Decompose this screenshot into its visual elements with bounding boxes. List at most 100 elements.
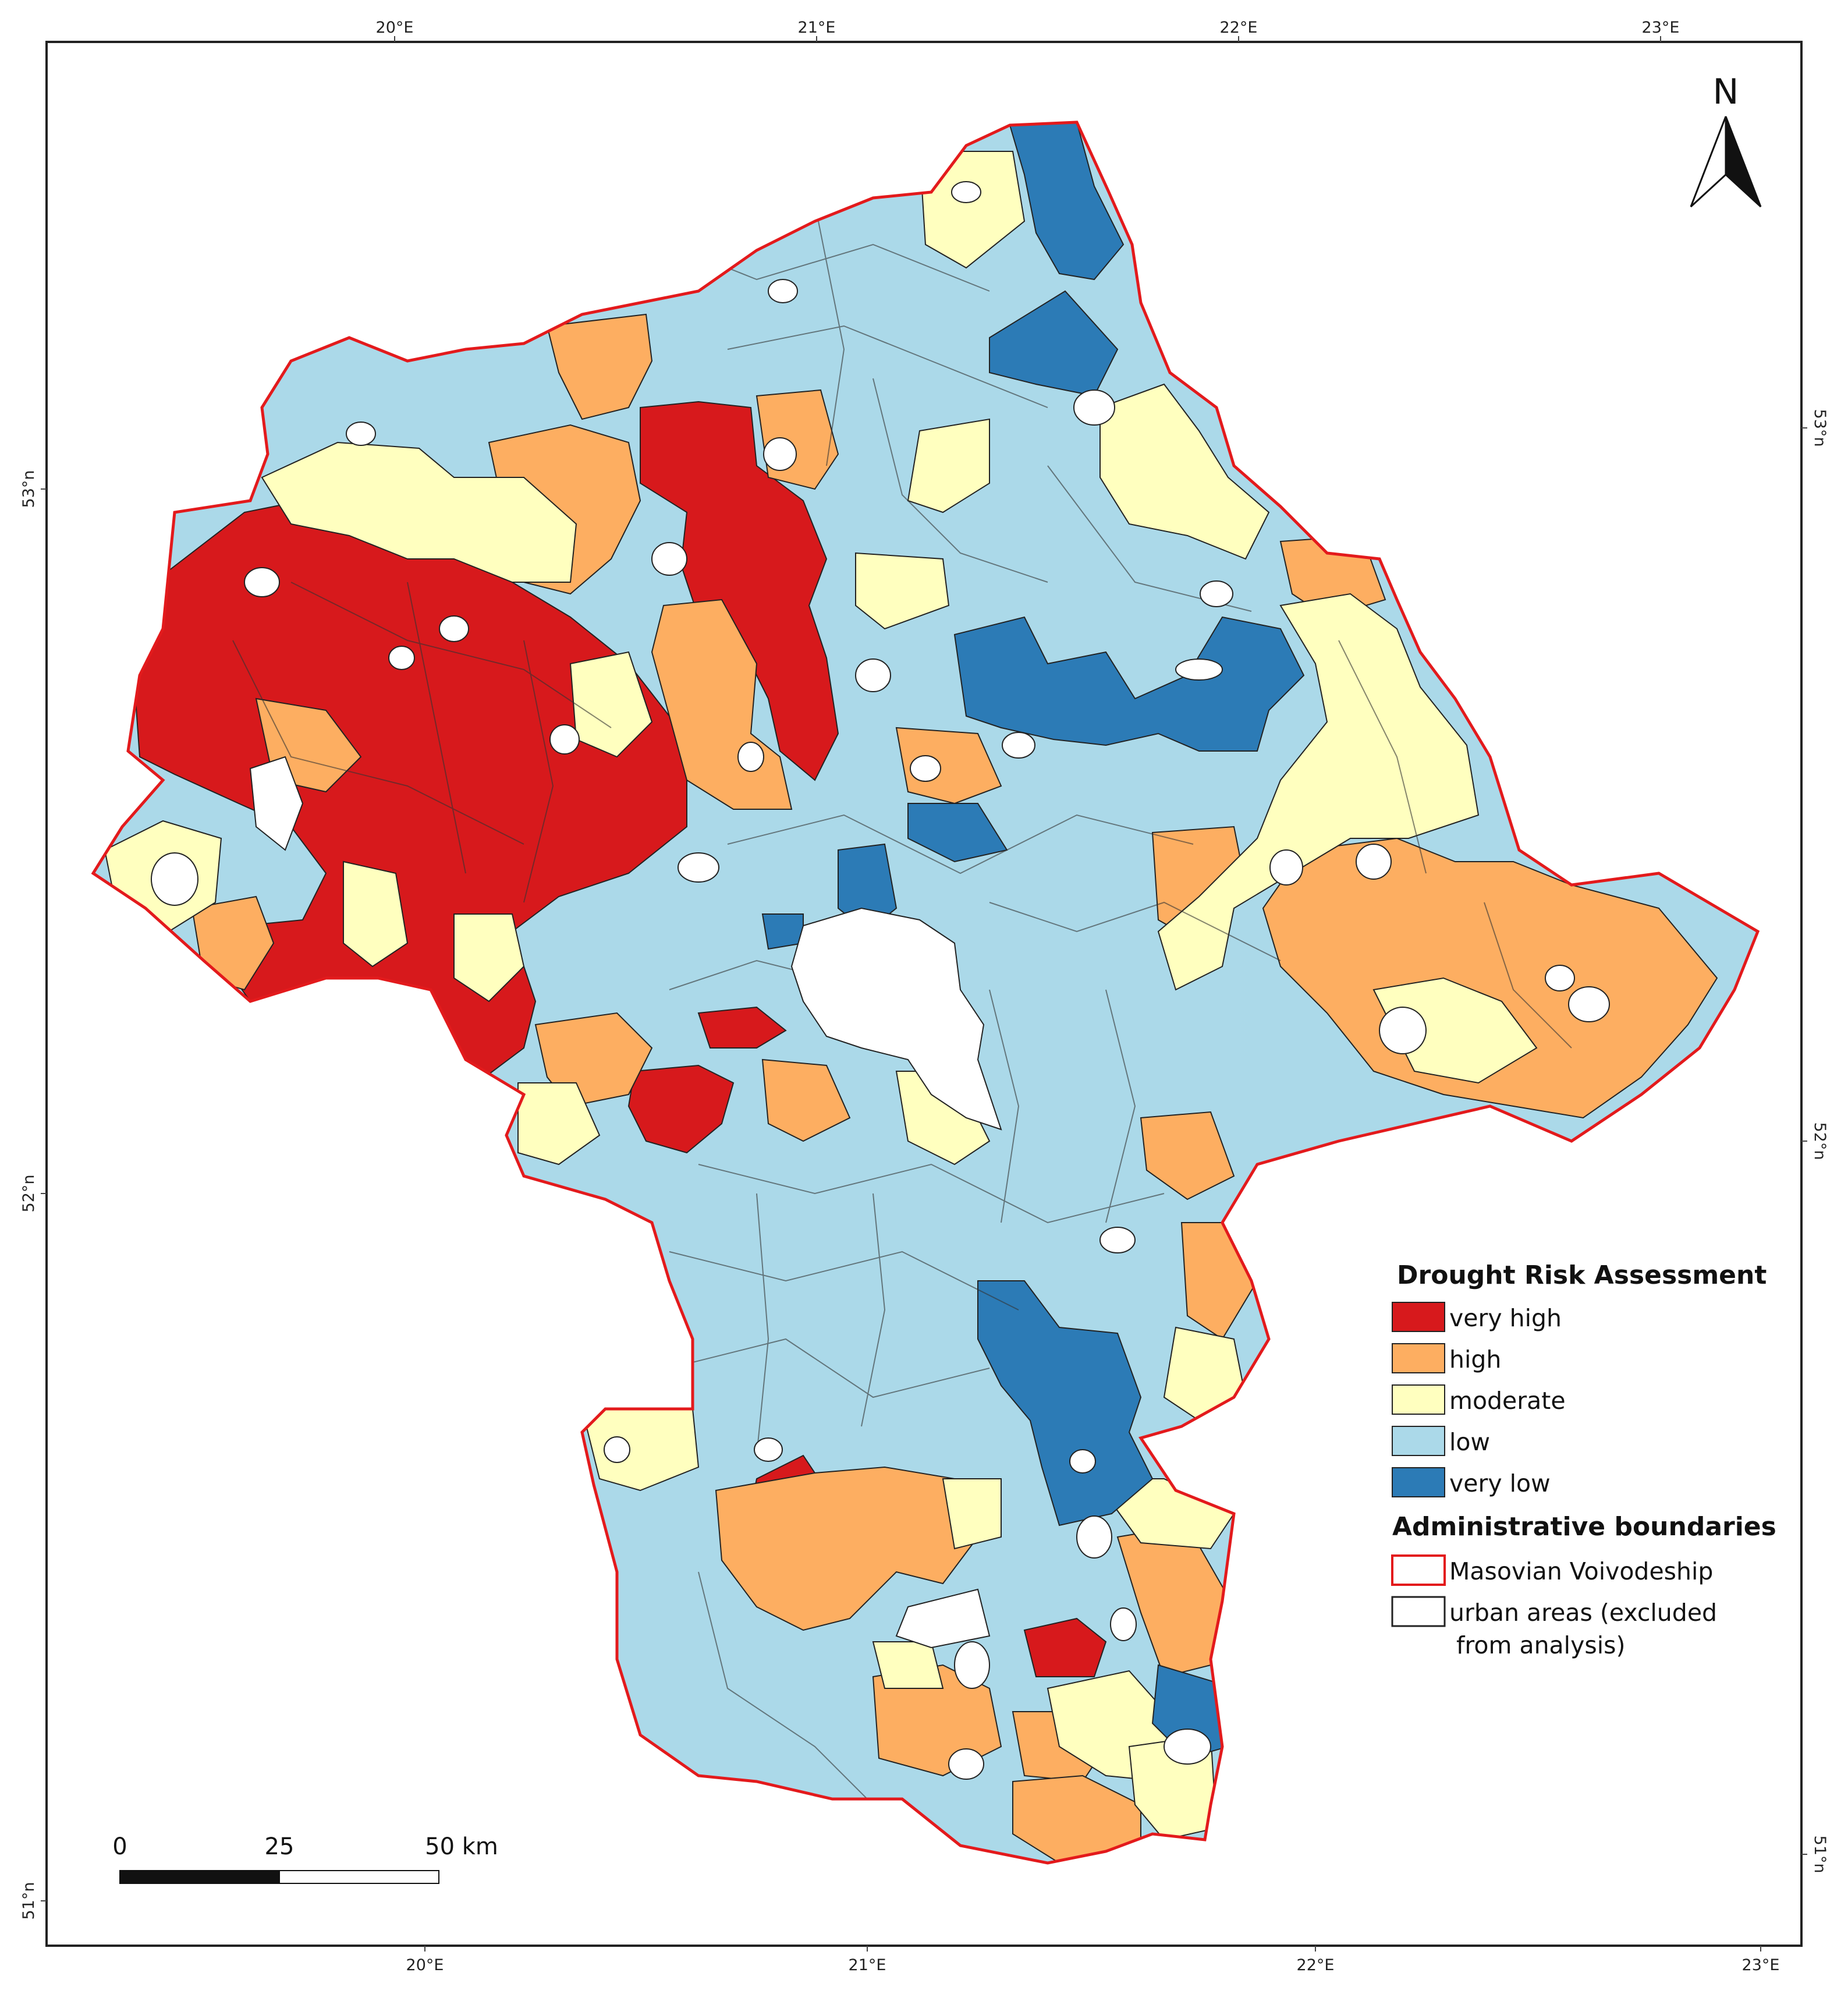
urban-area: [754, 1437, 783, 1462]
legend-swatch: [1391, 1596, 1446, 1627]
moderate-region: [872, 1641, 944, 1689]
urban-area: [1069, 1449, 1096, 1474]
urban-area: [346, 422, 376, 446]
urban-area: [651, 542, 687, 576]
urban-area: [1002, 732, 1035, 759]
legend-label: very low: [1449, 1469, 1551, 1497]
urban-areas: [151, 181, 1610, 1863]
moderate-region: [907, 418, 990, 513]
legend-item: high: [1392, 1343, 1501, 1373]
north-arrow-label: N: [1713, 72, 1739, 112]
top-lon-tick: 21°E: [798, 19, 836, 37]
legend-label: high: [1449, 1345, 1501, 1373]
moderate-region: [918, 151, 1026, 269]
bottom-lon-tick: 20°E: [406, 1956, 444, 1974]
scale-label: 0: [112, 1833, 127, 1860]
urban-area: [1175, 658, 1223, 681]
moderate-region-east: [1157, 593, 1480, 991]
high-region-south: [715, 1466, 979, 1631]
moderate-region: [517, 1082, 601, 1166]
left-lat-tick: 52°n: [20, 1175, 38, 1213]
urban-area: [1076, 1515, 1112, 1559]
left-lat-tick: 51°n: [20, 1882, 38, 1920]
legend-item: Masovian Voivodeship: [1391, 1554, 1713, 1586]
right-lat-tick: 51°n: [1811, 1836, 1829, 1873]
legend-swatch: [1392, 1343, 1445, 1373]
urban-area: [895, 1588, 991, 1649]
high-region: [761, 1058, 851, 1142]
north-arrow-icon: [1725, 116, 1762, 208]
top-lon-tick: 23°E: [1642, 19, 1680, 37]
moderate-region: [855, 552, 950, 630]
moderate-region-northeast: [1099, 383, 1270, 560]
bottom-lon-tick: 21°E: [849, 1956, 886, 1974]
very-low-region-central: [953, 616, 1305, 752]
municipality-grid: [232, 203, 1572, 1805]
urban-area: [244, 567, 280, 597]
moderate-region: [453, 913, 525, 1003]
urban-area: [439, 615, 469, 642]
very-low-region: [761, 913, 804, 950]
voivodeship-boundary: [91, 121, 1760, 1865]
legend-swatch: [1392, 1302, 1445, 1332]
scale-bar-segment: [119, 1870, 280, 1884]
legend-boundaries-title: Administrative boundaries: [1392, 1512, 1776, 1542]
legend-swatch: [1391, 1554, 1446, 1586]
very-low-region-south: [977, 1280, 1154, 1527]
urban-area: [763, 437, 797, 471]
top-lon-tick: 22°E: [1220, 19, 1258, 37]
right-lat-tick: 52°n: [1811, 1122, 1829, 1160]
moderate-region: [261, 441, 577, 583]
scale-label: 25: [265, 1833, 295, 1860]
urban-area: [948, 1748, 984, 1780]
urban-area: [1356, 844, 1392, 880]
high-region-east: [1262, 837, 1718, 1119]
moderate-region: [343, 860, 409, 968]
moderate-region: [1372, 977, 1538, 1084]
very-high-region-center: [697, 1006, 787, 1049]
legend-item: very low: [1392, 1467, 1551, 1497]
bottom-lon-tick: 22°E: [1297, 1956, 1335, 1974]
left-lat-tick: 53°n: [20, 470, 38, 508]
urban-area: [1200, 580, 1233, 607]
urban-area: [249, 756, 304, 851]
legend-item: very high: [1392, 1302, 1562, 1332]
urban-area: [951, 181, 981, 203]
urban-area: [388, 646, 415, 670]
urban-area: [1099, 1227, 1136, 1253]
legend-item: urban areas (excluded from analysis): [1391, 1596, 1717, 1659]
legend-swatch: [1392, 1467, 1445, 1497]
scale-bar: 0 25 50 km: [112, 1833, 498, 1884]
top-lon-tick: 20°E: [376, 19, 414, 37]
urban-area: [1379, 1007, 1427, 1054]
urban-area: [910, 755, 941, 782]
high-region: [1140, 1111, 1235, 1200]
urban-area: [768, 279, 798, 303]
urban-area: [737, 742, 764, 772]
very-low-region-north: [1009, 122, 1125, 281]
urban-area: [855, 658, 891, 692]
legend-label: low: [1449, 1428, 1490, 1456]
very-high-region-south: [627, 1064, 735, 1154]
moderate-region: [942, 1478, 1002, 1550]
north-arrow: N: [1690, 72, 1762, 208]
moderate-region: [569, 651, 653, 758]
scale-label: 50 km: [425, 1833, 498, 1860]
legend-label: Masovian Voivodeship: [1449, 1557, 1713, 1585]
high-region: [872, 1664, 1002, 1777]
legend-item: moderate: [1392, 1384, 1566, 1415]
right-lat-tick: 53°n: [1811, 409, 1829, 447]
urban-area: [151, 852, 198, 906]
urban-area: [549, 724, 580, 755]
legend-title: Drought Risk Assessment: [1397, 1260, 1767, 1290]
urban-area: [1269, 849, 1303, 886]
legend-label: urban areas (excluded: [1449, 1599, 1717, 1627]
high-region: [895, 727, 1002, 805]
high-region: [546, 313, 653, 420]
legend-label: very high: [1449, 1304, 1562, 1332]
scale-bar-segment: [279, 1870, 439, 1884]
urban-area: [1110, 1607, 1137, 1641]
legend: Drought Risk Assessment very high high m…: [1391, 1260, 1776, 1659]
urban-area: [1568, 986, 1610, 1022]
